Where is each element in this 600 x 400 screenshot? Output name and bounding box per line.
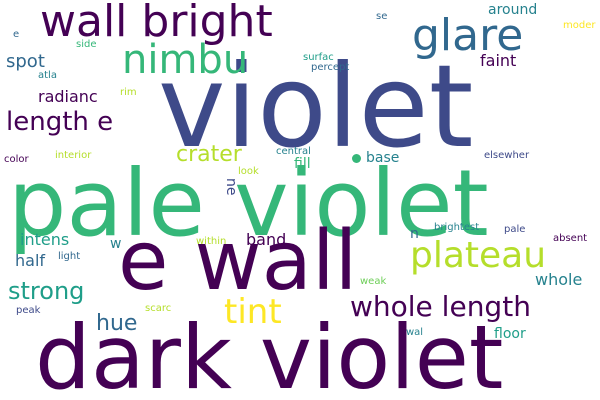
word-scarc: scarc: [145, 303, 172, 314]
word-brightest: brightest: [434, 222, 480, 233]
dot-marker: [352, 154, 361, 163]
word-look: look: [238, 166, 259, 177]
word-dark-violet: dark violet: [35, 306, 504, 400]
word-e: e: [13, 29, 20, 40]
word-spot: spot: [6, 51, 45, 72]
word-band: band: [246, 230, 287, 249]
word-faint: faint: [480, 51, 517, 70]
word-tint: tint: [224, 292, 282, 332]
word-atla: atla: [38, 70, 57, 81]
word-length-e: length e: [6, 107, 114, 137]
word-se: se: [376, 11, 388, 22]
word-floor: floor: [494, 326, 526, 342]
word-weak: weak: [360, 276, 387, 287]
word-absent: absent: [553, 233, 588, 244]
word-elsewher: elsewher: [484, 150, 530, 161]
word-interior: interior: [55, 150, 92, 161]
word-percept: percept: [311, 62, 350, 73]
word-e-wall: e wall: [118, 214, 358, 309]
word-crater: crater: [176, 142, 242, 167]
word-within: within: [196, 236, 227, 247]
word-nimbu: nimbu: [122, 37, 249, 83]
word-rim: rim: [120, 87, 137, 98]
word-intens: intens: [20, 230, 70, 249]
word-radianc: radianc: [38, 87, 98, 106]
word-half: half: [15, 251, 46, 270]
word-base: base: [366, 150, 400, 166]
word-around: around: [488, 2, 538, 18]
word-whole: whole: [535, 270, 583, 289]
word-light: light: [58, 251, 81, 262]
word-hue: hue: [96, 311, 138, 336]
word-color: color: [4, 154, 29, 165]
word-violet: violet: [158, 40, 474, 173]
word-fill: fill: [294, 156, 311, 172]
word-plateau: plateau: [410, 235, 547, 276]
word-glare: glare: [412, 10, 524, 61]
word-wal: wal: [406, 327, 424, 338]
word-w: w: [110, 236, 122, 252]
word-pale: pale: [504, 224, 526, 235]
word-peak: peak: [16, 305, 41, 316]
word-strong: strong: [8, 277, 85, 305]
word-surfac: surfac: [303, 52, 334, 63]
word-wall-bright: wall bright: [40, 0, 273, 47]
word-central: central: [276, 146, 311, 157]
word-whole-length: whole length: [350, 290, 531, 323]
word-moder: moder: [563, 20, 596, 31]
word-pale-violet: pale violet: [8, 150, 489, 257]
word-side: side: [76, 39, 97, 50]
word-ne: ne: [223, 178, 239, 196]
word-n: n: [410, 226, 419, 242]
